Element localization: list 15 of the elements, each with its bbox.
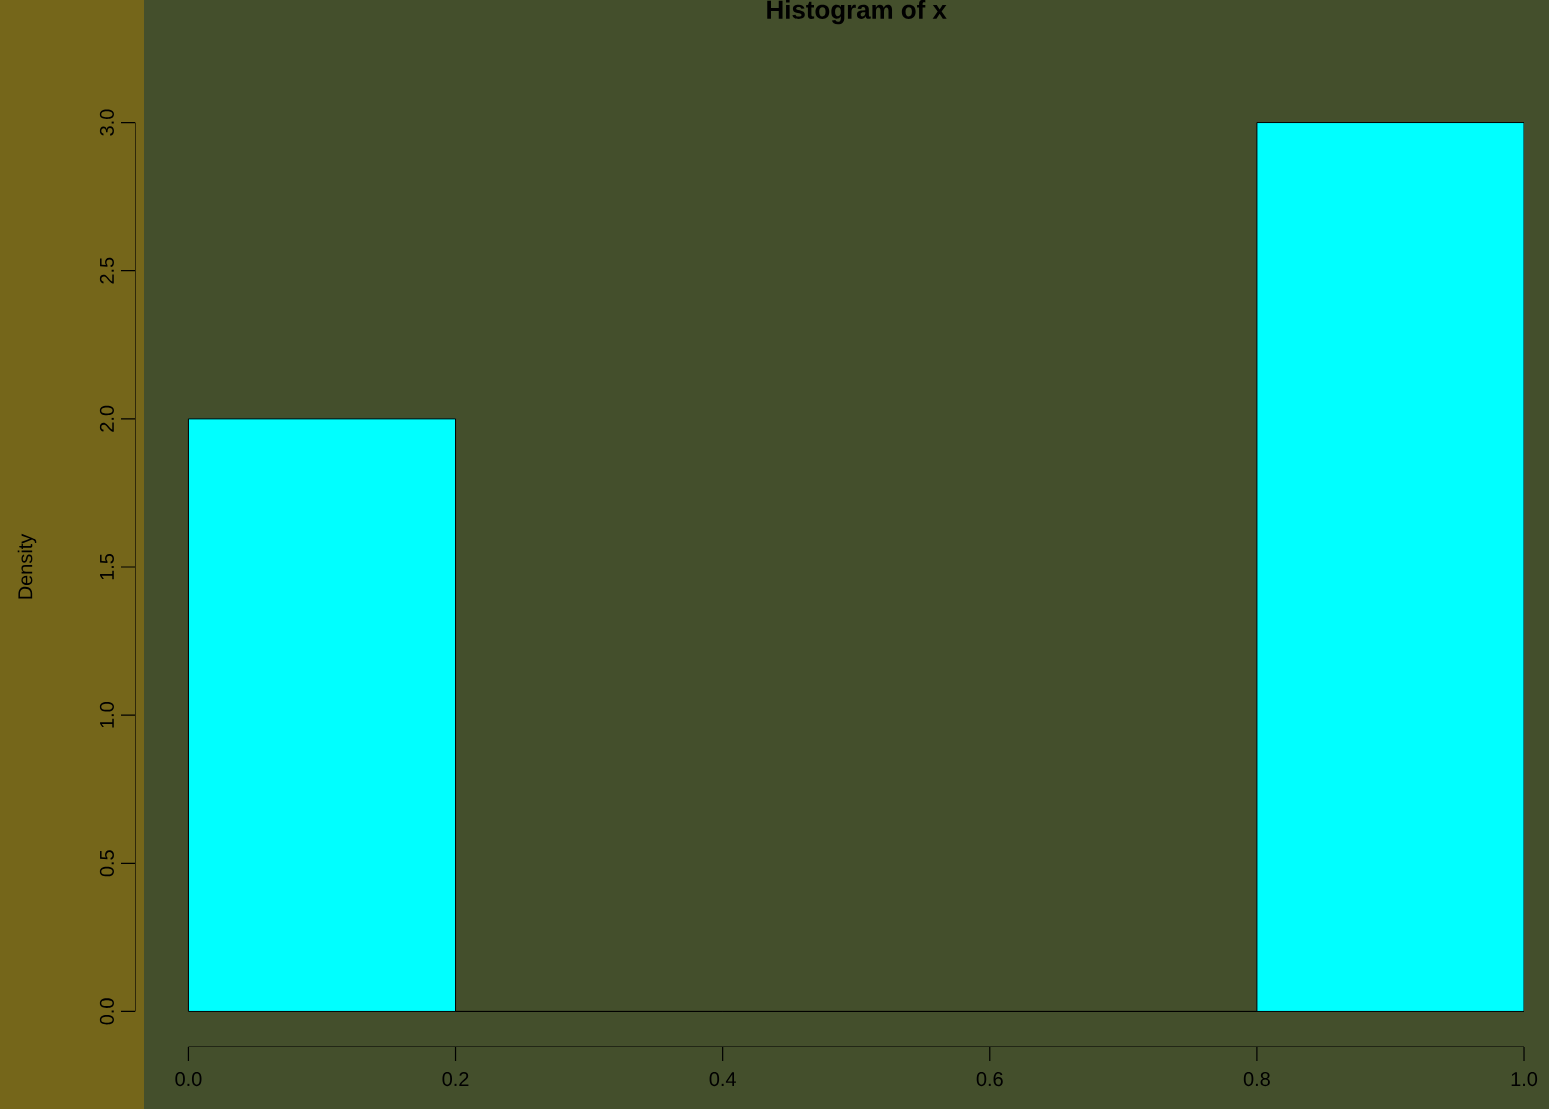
x-tick-label: 0.4: [709, 1072, 736, 1087]
y-tick-label: 0.5: [99, 850, 114, 877]
x-tick-label: 1.0: [1511, 1072, 1538, 1087]
y-tick-label: 0.0: [99, 998, 114, 1025]
x-tick-label: 0.8: [1243, 1072, 1270, 1087]
y-tick-label: 2.5: [99, 257, 114, 284]
y-tick-label: 3.0: [99, 109, 114, 136]
x-tick-label: 0.6: [976, 1072, 1003, 1087]
x-tick-label: 0.2: [442, 1072, 469, 1087]
y-tick-label: 1.0: [99, 702, 114, 728]
y-tick-label: 2.0: [99, 405, 114, 432]
y-axis-title: Density: [17, 533, 37, 599]
y-tick-label: 1.5: [100, 553, 114, 580]
chart-title: Histogram of x: [767, 0, 947, 25]
x-tick-label: 0.0: [175, 1072, 202, 1087]
